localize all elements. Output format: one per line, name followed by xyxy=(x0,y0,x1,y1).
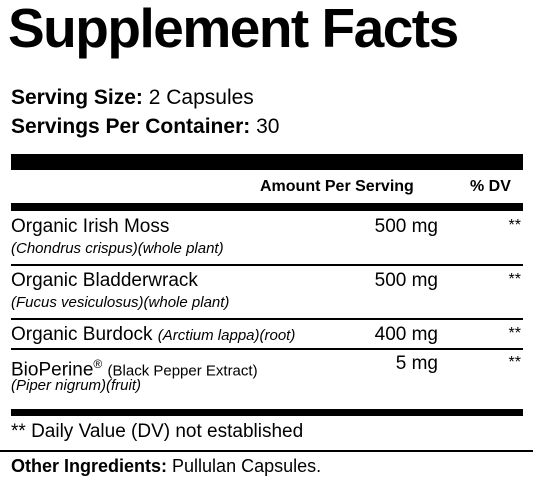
serving-size-value: 2 Capsules xyxy=(148,86,254,109)
other-ingredients-label: Other Ingredients: xyxy=(11,456,168,476)
servings-per-container-value: 30 xyxy=(256,115,280,138)
ingredient-name: BioPerine xyxy=(11,359,94,381)
ingredient-source: (Chondrus crispus)(whole plant) xyxy=(11,240,224,257)
registered-mark: ® xyxy=(93,357,103,371)
ingredient-amount: 500 mg xyxy=(374,216,438,237)
servings-per-container: Servings Per Container: 30 xyxy=(11,114,279,140)
ingredient-row: Organic Burdock (Arctium lappa)(root) xyxy=(11,324,295,347)
panel-bottom-border xyxy=(0,450,533,452)
ingredient-source: (Piper nigrum)(fruit) xyxy=(11,377,142,394)
thick-divider xyxy=(11,154,523,170)
panel-title: Supplement Facts xyxy=(8,0,459,59)
other-ingredients-value: Pullulan Capsules. xyxy=(172,456,322,476)
other-ingredients: Other Ingredients: Pullulan Capsules. xyxy=(11,455,321,477)
ingredient-dv: ** xyxy=(508,271,521,288)
ingredient-dv: ** xyxy=(508,217,521,234)
ingredient-amount: 400 mg xyxy=(374,324,438,345)
ingredient-inline-source: (Arctium lappa)(root) xyxy=(157,327,296,344)
ingredient-amount: 5 mg xyxy=(395,353,438,374)
serving-size: Serving Size: 2 Capsules xyxy=(11,85,254,111)
ingredient-row: BioPerine® (Black Pepper Extract) xyxy=(11,353,258,382)
ingredient-extra: (Black Pepper Extract) xyxy=(107,362,258,380)
daily-value-header: % DV xyxy=(470,178,511,195)
amount-per-serving-header: Amount Per Serving xyxy=(260,178,414,195)
ingredient-name: Organic Bladderwrack xyxy=(11,270,198,291)
row-divider xyxy=(11,318,523,320)
ingredient-dv: ** xyxy=(508,354,521,371)
dv-footnote: ** Daily Value (DV) not established xyxy=(11,421,304,442)
row-divider xyxy=(11,348,523,350)
servings-per-container-label: Servings Per Container: xyxy=(11,115,251,138)
ingredient-amount: 500 mg xyxy=(374,270,438,291)
row-divider xyxy=(11,264,523,266)
ingredient-dv: ** xyxy=(508,325,521,342)
serving-size-label: Serving Size: xyxy=(11,86,143,109)
ingredient-name: Organic Burdock xyxy=(11,324,153,345)
header-divider xyxy=(11,203,523,211)
ingredient-name: Organic Irish Moss xyxy=(11,216,170,237)
ingredient-source: (Fucus vesiculosus)(whole plant) xyxy=(11,294,230,311)
footer-divider xyxy=(11,409,523,416)
